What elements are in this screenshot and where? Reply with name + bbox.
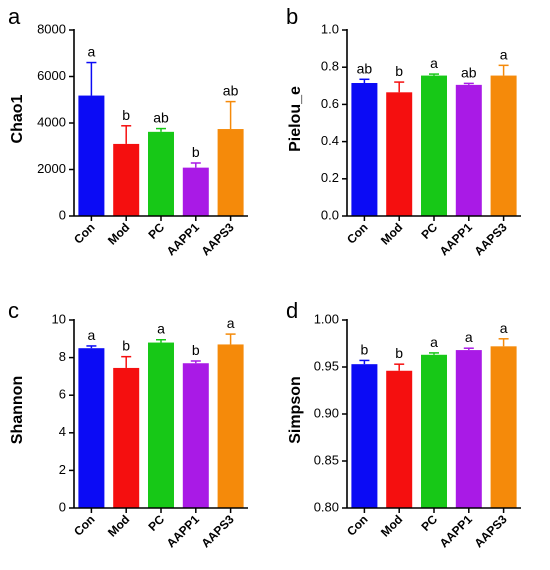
y-axis-label: Chao1: [9, 94, 26, 143]
panel-letter: d: [286, 298, 298, 323]
panel-letter: c: [8, 298, 19, 323]
significance-label: b: [395, 345, 403, 361]
y-axis-label: Pielou_e: [287, 86, 304, 152]
bar-aapp1: [455, 84, 482, 217]
y-tick-label: 2: [59, 462, 66, 477]
bar-aaps3: [490, 75, 517, 216]
significance-label: ab: [461, 64, 477, 80]
significance-label: a: [430, 55, 438, 71]
y-tick-label: 0.80: [314, 499, 339, 514]
x-tick-label: AAPS3: [472, 220, 510, 258]
x-tick-label: AAPS3: [472, 512, 510, 550]
bar-aaps3: [217, 129, 244, 216]
y-tick-label: 8000: [37, 21, 66, 36]
significance-label: a: [500, 320, 508, 336]
y-tick-label: 1.00: [314, 311, 339, 326]
bar-pc: [421, 75, 447, 216]
bar-pc: [148, 342, 174, 508]
y-tick-label: 6000: [37, 68, 66, 83]
y-tick-label: 0.6: [321, 96, 339, 111]
significance-label: b: [192, 342, 200, 358]
x-tick-label: PC: [145, 512, 167, 534]
x-tick-label: Con: [71, 512, 97, 538]
chart-panel-b: b Pielou_e ab Con b Mod a PC ab AAPP1 a AAPS3 0.0 0.2…: [286, 4, 521, 258]
bar-mod: [386, 92, 413, 216]
bar-aaps3: [217, 344, 244, 508]
panel-letter: a: [8, 4, 21, 29]
significance-label: a: [157, 321, 165, 337]
y-tick-label: 0.0: [321, 207, 339, 222]
significance-label: a: [465, 329, 473, 345]
x-tick-label: Mod: [105, 512, 132, 539]
significance-label: a: [430, 334, 438, 350]
chart-panel-a: a Chao1 a Con b Mod ab PC b AAPP1 ab AAPS3 0 2000 4000…: [8, 4, 248, 258]
y-tick-label: 8: [59, 349, 66, 364]
x-tick-label: PC: [418, 220, 440, 242]
x-tick-label: AAPP1: [437, 512, 475, 550]
bar-con: [351, 83, 378, 216]
significance-label: a: [88, 327, 96, 343]
significance-label: b: [122, 107, 130, 123]
bar-pc: [421, 354, 447, 508]
bar-aapp1: [455, 350, 482, 508]
x-tick-label: AAPP1: [164, 512, 202, 550]
bar-con: [78, 95, 105, 216]
bar-pc: [148, 131, 174, 216]
x-tick-label: Mod: [105, 220, 132, 247]
x-tick-label: AAPP1: [164, 220, 202, 258]
y-tick-label: 4000: [37, 114, 66, 129]
x-tick-label: PC: [418, 512, 440, 534]
significance-label: ab: [223, 83, 239, 99]
x-tick-label: AAPS3: [199, 512, 237, 550]
y-axis-label: Shannon: [9, 376, 26, 444]
significance-label: a: [88, 44, 96, 60]
y-tick-label: 1.0: [321, 21, 339, 36]
chart-panel-c: c Shannon a Con b Mod a PC b AAPP1 a AAPS3 0 2 4 6 8 10: [8, 298, 248, 550]
y-tick-label: 4: [59, 424, 66, 439]
y-tick-label: 0.95: [314, 358, 339, 373]
y-tick-label: 0: [59, 499, 66, 514]
y-tick-label: 0.8: [321, 59, 339, 74]
significance-label: b: [361, 341, 369, 357]
x-tick-label: Con: [344, 512, 370, 538]
significance-label: a: [500, 46, 508, 62]
significance-label: a: [227, 315, 235, 331]
bar-aapp1: [182, 363, 209, 508]
y-axis-label: Simpson: [287, 376, 304, 444]
y-tick-label: 0.85: [314, 452, 339, 467]
significance-label: b: [395, 63, 403, 79]
x-tick-label: Mod: [378, 220, 405, 247]
x-tick-label: PC: [145, 220, 167, 242]
bar-mod: [113, 143, 140, 216]
y-tick-label: 6: [59, 387, 66, 402]
y-tick-label: 0.90: [314, 405, 339, 420]
significance-label: ab: [153, 110, 169, 126]
bar-con: [351, 364, 378, 508]
y-tick-label: 2000: [37, 161, 66, 176]
bar-mod: [386, 370, 413, 508]
chart-panel-d: d Simpson b Con b Mod a PC a AAPP1 a AAPS3 0.80 0.85 0…: [286, 298, 521, 550]
y-tick-label: 10: [52, 311, 66, 326]
y-tick-label: 0.2: [321, 170, 339, 185]
x-tick-label: Con: [344, 220, 370, 246]
x-tick-label: Con: [71, 220, 97, 246]
x-tick-label: Mod: [378, 512, 405, 539]
bar-mod: [113, 367, 140, 508]
bar-con: [78, 348, 105, 508]
y-tick-label: 0: [59, 207, 66, 222]
significance-label: ab: [357, 60, 373, 76]
significance-label: b: [192, 144, 200, 160]
y-tick-label: 0.4: [321, 133, 339, 148]
panel-letter: b: [286, 4, 298, 29]
x-tick-label: AAPS3: [199, 220, 237, 258]
x-tick-label: AAPP1: [437, 220, 475, 258]
bar-aaps3: [490, 346, 517, 508]
significance-label: b: [122, 338, 130, 354]
bar-aapp1: [182, 167, 209, 216]
